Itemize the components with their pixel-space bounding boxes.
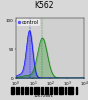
Text: 12672001: 12672001 <box>34 94 54 98</box>
Text: K562: K562 <box>34 1 54 10</box>
Legend: control: control <box>17 19 40 26</box>
